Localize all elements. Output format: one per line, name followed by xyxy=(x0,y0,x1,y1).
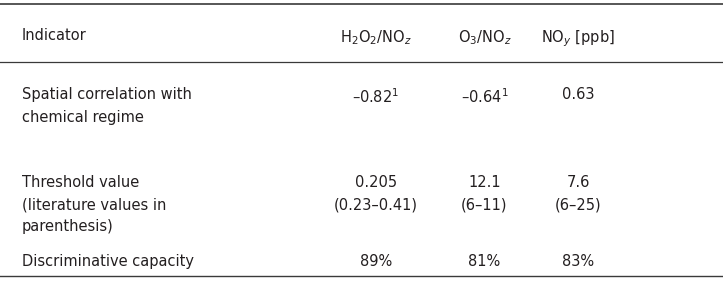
Text: 7.6
(6–25): 7.6 (6–25) xyxy=(555,175,602,212)
Text: 83%: 83% xyxy=(562,254,594,269)
Text: –0.64$^1$: –0.64$^1$ xyxy=(461,87,508,106)
Text: NO$_y$ [ppb]: NO$_y$ [ppb] xyxy=(542,28,615,49)
Text: 89%: 89% xyxy=(360,254,392,269)
Text: 0.63: 0.63 xyxy=(562,87,594,102)
Text: Spatial correlation with
chemical regime: Spatial correlation with chemical regime xyxy=(22,87,192,125)
Text: –0.82$^1$: –0.82$^1$ xyxy=(352,87,400,106)
Text: H$_2$O$_2$/NO$_z$: H$_2$O$_2$/NO$_z$ xyxy=(340,28,412,47)
Text: Threshold value
(literature values in
parenthesis): Threshold value (literature values in pa… xyxy=(22,175,166,234)
Text: O$_3$/NO$_z$: O$_3$/NO$_z$ xyxy=(458,28,511,47)
Text: Indicator: Indicator xyxy=(22,28,87,43)
Text: 12.1
(6–11): 12.1 (6–11) xyxy=(461,175,508,212)
Text: 81%: 81% xyxy=(469,254,500,269)
Text: 0.205
(0.23–0.41): 0.205 (0.23–0.41) xyxy=(334,175,418,212)
Text: Discriminative capacity: Discriminative capacity xyxy=(22,254,194,269)
